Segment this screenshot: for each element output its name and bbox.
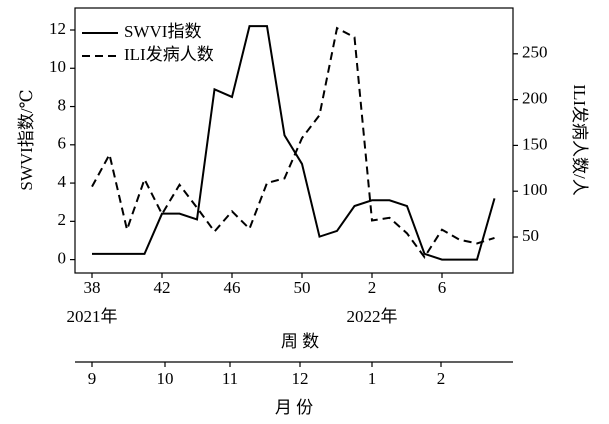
y2-tick-label: 250 bbox=[522, 43, 548, 62]
y-tick-label: 6 bbox=[58, 134, 67, 153]
legend-label: ILI发病人数 bbox=[124, 45, 214, 64]
year-label: 2022年 bbox=[347, 307, 398, 326]
legend-label: SWVI指数 bbox=[124, 22, 201, 41]
y-tick-label: 2 bbox=[58, 210, 67, 229]
x-tick-label: 38 bbox=[84, 278, 101, 297]
month-tick-label: 1 bbox=[368, 369, 377, 388]
x-tick-label: 6 bbox=[438, 278, 447, 297]
y-tick-label: 10 bbox=[49, 57, 66, 76]
x-tick-label: 50 bbox=[294, 278, 311, 297]
y2-tick-label: 50 bbox=[522, 226, 539, 245]
y2-axis-label: ILI发病人数/人 bbox=[570, 84, 589, 195]
month-tick-label: 9 bbox=[88, 369, 97, 388]
month-tick-label: 2 bbox=[437, 369, 446, 388]
month-tick-label: 10 bbox=[157, 369, 174, 388]
y2-tick-label: 150 bbox=[522, 134, 548, 153]
y-axis-label: SWVI指数/℃ bbox=[17, 89, 36, 190]
y-tick-label: 12 bbox=[49, 19, 66, 38]
y-tick-label: 0 bbox=[58, 249, 67, 268]
x-axis-label: 周 数 bbox=[281, 332, 319, 351]
x-tick-label: 2 bbox=[368, 278, 377, 297]
month-tick-label: 11 bbox=[222, 369, 238, 388]
x-tick-label: 46 bbox=[224, 278, 241, 297]
x-tick-label: 42 bbox=[154, 278, 171, 297]
data-line bbox=[91, 26, 495, 259]
year-label: 2021年 bbox=[67, 307, 118, 326]
data-line bbox=[92, 25, 496, 261]
y-tick-label: 8 bbox=[58, 95, 67, 114]
y2-tick-label: 100 bbox=[522, 180, 548, 199]
y2-tick-label: 200 bbox=[522, 89, 548, 108]
month-axis-label: 月 份 bbox=[275, 398, 313, 417]
plot-frame bbox=[74, 7, 514, 274]
y-tick-label: 4 bbox=[58, 172, 67, 191]
month-tick-label: 12 bbox=[292, 369, 309, 388]
